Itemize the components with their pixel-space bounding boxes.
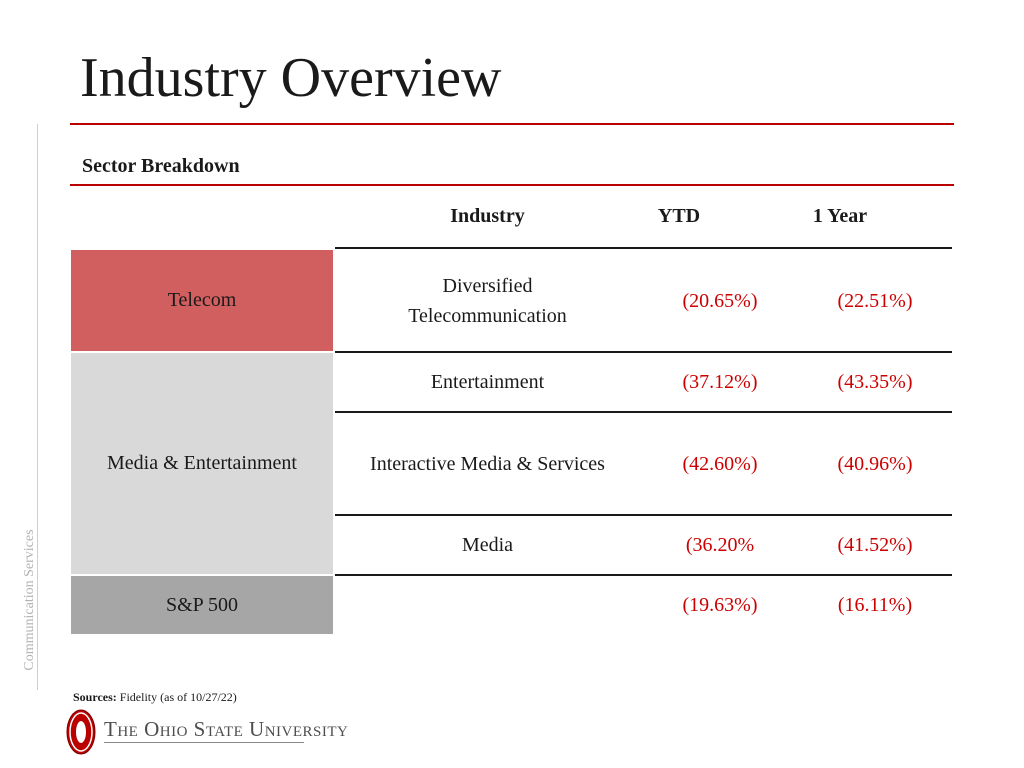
block-o-logo-icon bbox=[66, 709, 96, 755]
industry-cell bbox=[335, 576, 640, 634]
industry-line: Telecommunication bbox=[408, 304, 567, 327]
ytd-cell: (19.63%) bbox=[682, 594, 758, 616]
sources-note: Sources: Fidelity (as of 10/27/22) bbox=[73, 690, 237, 705]
one-year-cell: (16.11%) bbox=[837, 594, 913, 616]
table-rule bbox=[335, 247, 952, 249]
ytd-cell: (37.12%) bbox=[682, 371, 758, 393]
ytd-cell: (36.20% bbox=[685, 534, 755, 556]
table-rule bbox=[335, 351, 952, 353]
wordmark-underline bbox=[104, 742, 304, 743]
ytd-cell: (20.65%) bbox=[682, 289, 758, 312]
one-year-cell: (40.96%) bbox=[837, 452, 913, 475]
industry-cell: Diversified Telecommunication bbox=[335, 250, 640, 351]
table-rule bbox=[335, 574, 952, 576]
sources-label: Sources: bbox=[73, 690, 117, 704]
section-subtitle: Sector Breakdown bbox=[82, 155, 240, 177]
table-rule bbox=[335, 411, 952, 413]
one-year-cell: (41.52%) bbox=[837, 534, 913, 556]
industry-cell: Interactive Media & Services bbox=[370, 452, 605, 475]
title-divider bbox=[70, 123, 954, 125]
table-rule bbox=[335, 514, 952, 516]
page-title: Industry Overview bbox=[80, 47, 502, 109]
subtitle-divider bbox=[70, 184, 954, 186]
industry-cell: Entertainment bbox=[430, 371, 545, 393]
university-wordmark: The Ohio State University bbox=[104, 717, 349, 741]
sector-media-entertainment: Media & Entertainment bbox=[71, 353, 333, 574]
header-one-year: 1 Year bbox=[812, 205, 868, 227]
header-ytd: YTD bbox=[657, 205, 701, 227]
sector-telecom: Telecom bbox=[71, 250, 333, 351]
sector-sp500: S&P 500 bbox=[71, 576, 333, 634]
side-divider bbox=[37, 124, 38, 690]
industry-line: Diversified bbox=[442, 274, 533, 297]
one-year-cell: (43.35%) bbox=[837, 371, 913, 393]
industry-cell: Media bbox=[461, 534, 514, 556]
one-year-cell: (22.51%) bbox=[837, 289, 913, 312]
side-label-text: Communication Services bbox=[22, 529, 37, 671]
sources-text: Fidelity (as of 10/27/22) bbox=[119, 690, 237, 704]
header-industry: Industry bbox=[450, 205, 525, 227]
ytd-cell: (42.60%) bbox=[682, 452, 758, 475]
